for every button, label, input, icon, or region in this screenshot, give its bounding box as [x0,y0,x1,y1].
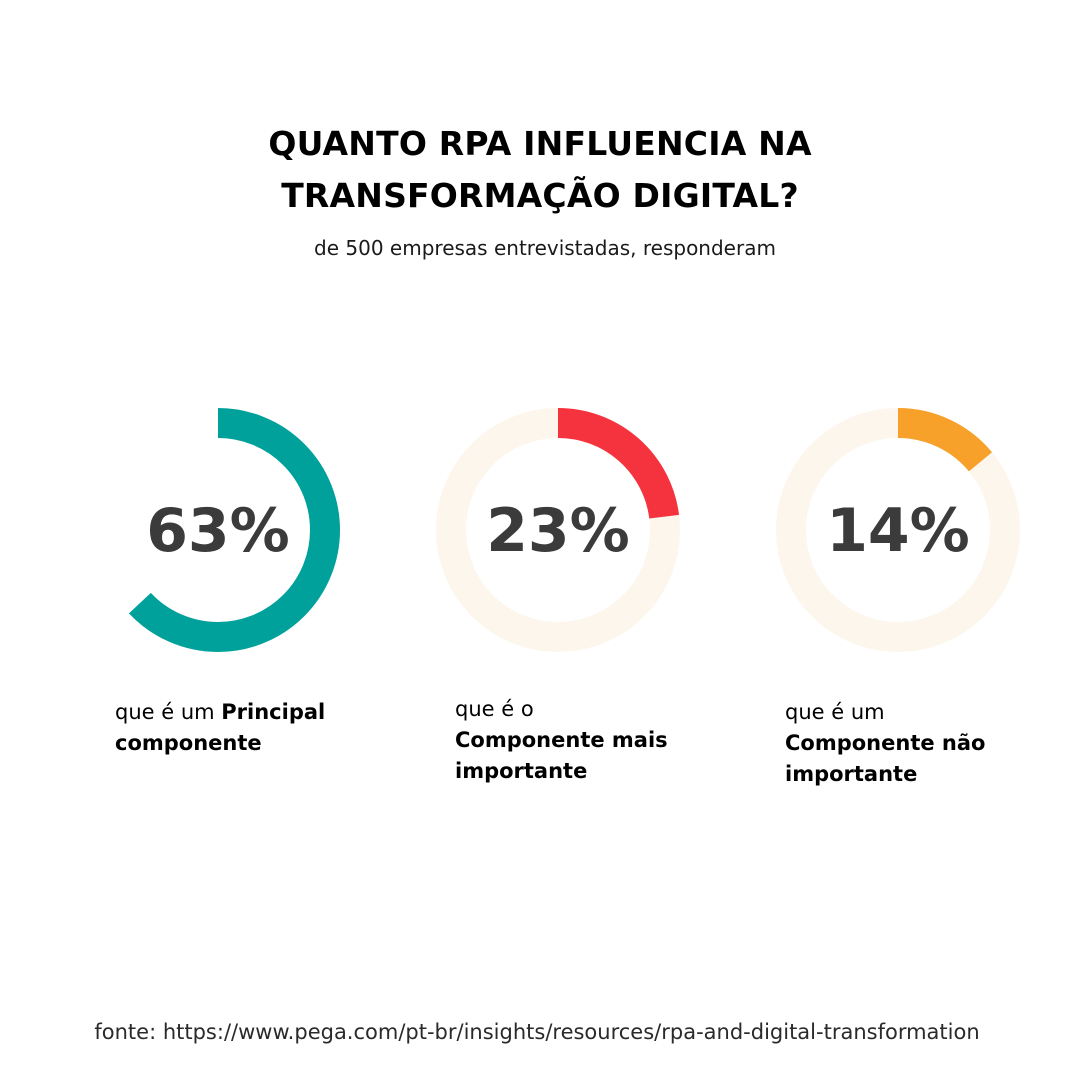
donut-value-label-1: 63% [146,496,290,566]
caption-prefix: que é o [455,697,534,721]
caption-emphasis: Principal componente [115,700,326,755]
donut-value-label-3: 14% [826,496,970,566]
source-citation: fonte: https://www.pega.com/pt-br/insigh… [94,1020,980,1044]
caption-principal-componente: que é um Principal componente [115,697,375,759]
caption-prefix: que é um [115,700,222,724]
donut-value-label-2: 23% [486,496,630,566]
caption-componente-mais-importante: que é o Componente mais importante [455,694,715,787]
page-title: QUANTO RPA INFLUENCIA NA TRANSFORMAÇÃO D… [0,118,1080,222]
page-subtitle: de 500 empresas entrevistadas, responder… [314,236,776,260]
donut-arc-2 [436,408,680,652]
caption-prefix: que é um [785,700,885,724]
donut-3: 14% [776,408,1020,652]
donut-arc-3 [776,408,1020,652]
page-title-line-2: TRANSFORMAÇÃO DIGITAL? [281,176,799,215]
caption-emphasis: Componente mais importante [455,728,668,783]
donut-arc-1 [96,408,340,652]
caption-emphasis: Componente não importante [785,731,986,786]
donut-1: 63% [96,408,340,652]
caption-componente-nao-importante: que é um Componente não importante [785,697,1045,790]
donut-2: 23% [436,408,680,652]
page-title-line-1: QUANTO RPA INFLUENCIA NA [268,124,812,163]
